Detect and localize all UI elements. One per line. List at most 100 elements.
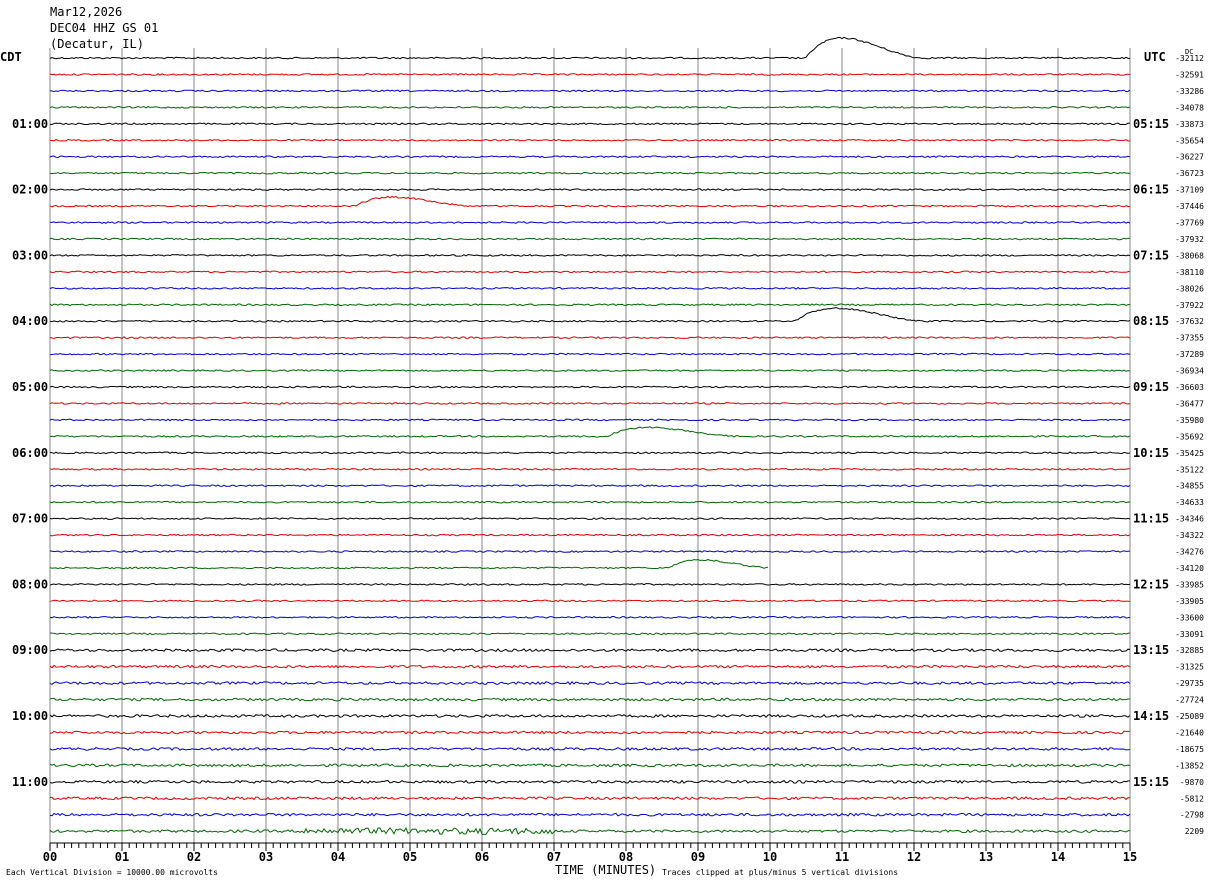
trace-red [49,599,1131,603]
right-hour-label: 13:15 [1133,643,1169,657]
dc-offset-label: 2209 [1185,827,1204,836]
trace-green [49,105,1131,109]
trace-blue [49,89,1131,93]
left-hour-label: 01:00 [12,117,48,131]
right-timezone-label: UTC [1144,50,1166,64]
x-tick-label: 09 [691,850,705,864]
x-tick-label: 06 [475,850,489,864]
header-date: Mar12,2026 [50,5,123,19]
dc-offset-label: -36934 [1175,367,1204,376]
dc-offset-label: -37289 [1175,350,1204,359]
trace-green [49,237,1131,241]
trace-green [49,826,1131,835]
trace-red [49,336,1131,340]
trace-blue [49,746,1131,751]
x-tick-label: 11 [835,850,849,864]
trace-black [49,36,1131,60]
trace-black [49,188,1131,192]
trace-blue [49,812,1131,817]
trace-blue [49,681,1131,686]
trace-red [49,195,1131,208]
trace-black [49,779,1131,784]
dc-offset-label: -35980 [1175,416,1204,425]
dc-offset-label: -35654 [1175,136,1204,145]
trace-red [49,664,1131,669]
trace-black [49,307,1131,323]
trace-green [49,558,769,570]
trace-red [49,138,1131,142]
trace-black [49,648,1131,653]
time-axis: 00 01 02 03 04 05 06 07 08 09 10 11 12 13 14 15 -32112 -3… [12,54,1204,864]
vertical-grid [49,48,1131,843]
right-hour-label: 05:15 [1133,117,1169,131]
dc-offset-label: -29735 [1175,679,1204,688]
dc-offset-label: -32591 [1175,70,1204,79]
trace-red [49,533,1131,537]
dc-offset-label: -37109 [1175,186,1204,195]
trace-blue [49,155,1131,159]
dc-offset-label: -32885 [1175,646,1204,655]
trace-green [49,303,1131,307]
seismic-traces [49,36,1131,835]
trace-blue [49,484,1131,488]
trace-blue [49,286,1131,290]
trace-black [49,122,1131,126]
dc-offset-label: -37769 [1175,219,1204,228]
left-hour-label: 10:00 [12,709,48,723]
left-hour-label: 05:00 [12,380,48,394]
dc-offset-label: -31325 [1175,663,1204,672]
right-hour-label: 09:15 [1133,380,1169,394]
x-tick-label: 14 [1051,850,1065,864]
dc-offset-label: -33286 [1175,87,1204,96]
dc-offset-label: -32112 [1175,54,1204,63]
dc-offset-label: -38068 [1175,251,1204,260]
dc-offset-label: -33873 [1175,120,1204,129]
dc-offset-label: -25089 [1175,712,1204,721]
dc-offset-label: -36477 [1175,399,1204,408]
left-hour-label: 07:00 [12,512,48,526]
dc-offset-label: -35122 [1175,465,1204,474]
dc-offset-label: -33091 [1175,630,1204,639]
dc-offset-label: -36603 [1175,383,1204,392]
dc-offset-label: -34322 [1175,531,1204,540]
scale-note: Each Vertical Division = 10000.00 microv… [6,868,218,877]
dc-offset-label: -34276 [1175,548,1204,557]
dc-offset-label: -21640 [1175,728,1204,737]
left-hour-label: 04:00 [12,314,48,328]
trace-green [49,763,1131,768]
x-tick-label: 01 [115,850,129,864]
right-hour-label: 06:15 [1133,183,1169,197]
trace-red [49,270,1131,274]
dc-offset-label: -9870 [1180,778,1204,787]
dc-offset-label: -37355 [1175,334,1204,343]
dc-offset-label: -34078 [1175,103,1204,112]
trace-black [49,714,1131,719]
trace-black [49,254,1131,257]
dc-offset-label: -38110 [1175,268,1204,277]
trace-black [49,517,1131,520]
x-tick-label: 04 [331,850,345,864]
x-tick-label: 15 [1123,850,1137,864]
right-hour-label: 15:15 [1133,775,1169,789]
trace-black [49,385,1131,389]
dc-offset-label: -34120 [1175,564,1204,573]
right-hour-label: 14:15 [1133,709,1169,723]
right-hour-label: 08:15 [1133,314,1169,328]
right-hour-label: 11:15 [1133,512,1169,526]
left-timezone-label: CDT [0,50,22,64]
trace-red [49,402,1131,405]
dc-offset-label: -36227 [1175,153,1204,162]
trace-green [49,369,1131,372]
x-tick-label: 03 [259,850,273,864]
dc-offset-label: -5812 [1180,794,1204,803]
trace-green [49,426,1131,438]
trace-blue [49,550,1131,553]
trace-red [49,730,1131,735]
dc-label: DC [1185,48,1194,56]
dc-offset-label: -33600 [1175,613,1204,622]
trace-green [49,697,1131,702]
trace-blue [49,221,1131,224]
dc-offset-label: -34633 [1175,498,1204,507]
left-hour-label: 09:00 [12,643,48,657]
dc-offset-label: -18675 [1175,745,1204,754]
